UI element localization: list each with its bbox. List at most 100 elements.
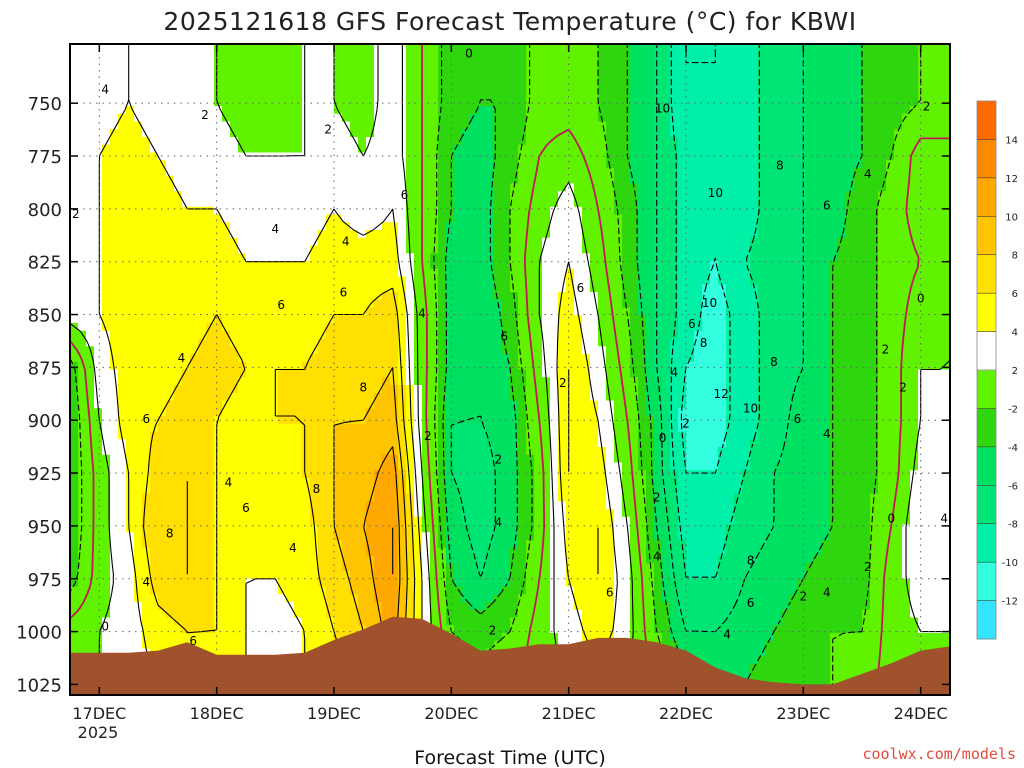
temperature-cell — [446, 284, 455, 293]
temperature-cell — [222, 400, 231, 409]
temperature-cell — [246, 261, 255, 270]
temperature-cell — [182, 478, 191, 487]
temperature-cell — [262, 106, 271, 115]
temperature-cell — [110, 354, 119, 363]
temperature-cell — [318, 640, 327, 650]
temperature-cell — [318, 284, 327, 293]
temperature-cell — [350, 547, 359, 557]
temperature-cell — [222, 447, 231, 456]
temperature-cell — [294, 547, 303, 557]
temperature-cell — [254, 408, 263, 417]
temperature-cell — [254, 245, 263, 254]
temperature-cell — [294, 408, 303, 417]
temperature-cell — [518, 633, 527, 642]
temperature-cell — [190, 555, 199, 564]
temperature-cell — [302, 82, 311, 92]
temperature-cell — [478, 354, 487, 363]
temperature-cell — [502, 206, 511, 216]
temperature-cell — [494, 594, 503, 603]
temperature-cell — [254, 377, 263, 386]
temperature-cell — [542, 330, 551, 340]
temperature-cell — [350, 516, 359, 526]
temperature-cell — [278, 67, 287, 76]
temperature-cell — [134, 98, 143, 107]
temperature-cell — [534, 516, 543, 526]
temperature-cell — [542, 245, 551, 254]
temperature-cell — [102, 447, 111, 456]
temperature-cell — [70, 493, 79, 502]
temperature-cell — [478, 98, 487, 107]
temperature-cell — [350, 183, 359, 192]
temperature-cell — [414, 191, 423, 200]
temperature-cell — [278, 640, 287, 650]
temperature-cell — [278, 485, 287, 495]
temperature-cell — [102, 385, 111, 394]
temperature-cell — [110, 578, 119, 588]
temperature-cell — [310, 253, 319, 262]
temperature-cell — [534, 245, 543, 254]
temperature-cell — [182, 369, 191, 378]
temperature-cell — [110, 82, 119, 92]
temperature-cell — [502, 547, 511, 557]
temperature-cell — [166, 594, 175, 603]
temperature-cell — [494, 175, 503, 185]
temperature-cell — [406, 82, 415, 92]
temperature-cell — [430, 462, 439, 471]
temperature-cell — [462, 594, 471, 603]
temperature-cell — [382, 369, 391, 378]
temperature-cell — [534, 175, 543, 185]
temperature-cell — [342, 485, 351, 495]
temperature-cell — [334, 571, 343, 580]
temperature-cell — [118, 44, 127, 53]
temperature-cell — [310, 385, 319, 394]
temperature-cell — [206, 67, 215, 76]
temperature-cell — [374, 547, 383, 557]
temperature-cell — [486, 547, 495, 557]
temperature-cell — [470, 144, 479, 154]
temperature-cell — [350, 206, 359, 216]
temperature-cell — [70, 276, 79, 285]
temperature-cell — [350, 617, 359, 626]
temperature-cell — [206, 423, 215, 433]
temperature-cell — [526, 261, 535, 270]
temperature-cell — [406, 230, 415, 239]
temperature-cell — [454, 284, 463, 293]
temperature-cell — [214, 338, 223, 347]
temperature-cell — [366, 547, 375, 557]
temperature-cell — [254, 338, 263, 347]
temperature-cell — [118, 377, 127, 386]
temperature-cell — [494, 268, 503, 278]
temperature-cell — [334, 160, 343, 169]
temperature-cell — [478, 253, 487, 262]
temperature-cell — [254, 516, 263, 526]
temperature-cell — [294, 617, 303, 626]
temperature-cell — [206, 51, 215, 61]
temperature-cell — [254, 90, 263, 99]
temperature-cell — [214, 648, 223, 657]
temperature-cell — [326, 67, 335, 76]
temperature-cell — [86, 555, 95, 564]
temperature-cell — [270, 648, 279, 657]
temperature-cell — [246, 129, 255, 138]
temperature-cell — [102, 106, 111, 115]
temperature-cell — [310, 408, 319, 417]
temperature-cell — [382, 594, 391, 603]
temperature-cell — [446, 516, 455, 526]
temperature-cell — [174, 602, 183, 611]
temperature-cell — [142, 462, 151, 471]
temperature-cell — [78, 447, 87, 456]
temperature-cell — [334, 454, 343, 464]
temperature-cell — [174, 540, 183, 549]
temperature-cell — [518, 261, 527, 270]
temperature-cell — [150, 121, 159, 130]
temperature-cell — [342, 540, 351, 549]
temperature-cell — [286, 137, 295, 146]
temperature-cell — [446, 175, 455, 185]
temperature-cell — [326, 478, 335, 487]
temperature-cell — [238, 199, 247, 208]
temperature-cell — [118, 462, 127, 471]
temperature-cell — [198, 152, 207, 161]
temperature-cell — [182, 106, 191, 115]
temperature-cell — [166, 493, 175, 502]
temperature-cell — [126, 462, 135, 471]
